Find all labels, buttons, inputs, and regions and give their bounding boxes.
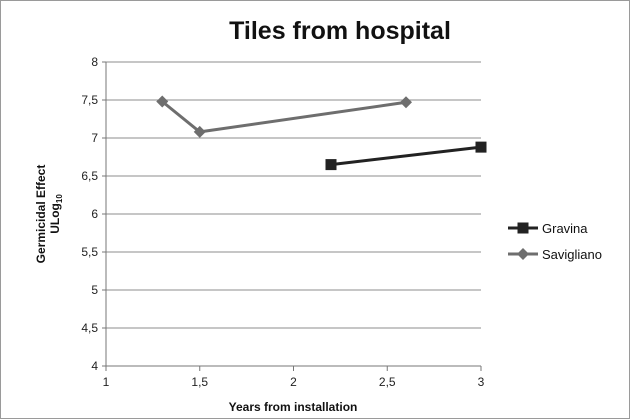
data-point-gravina bbox=[476, 142, 487, 153]
x-axis-label: Years from installation bbox=[229, 400, 358, 414]
legend: Gravina Savigliano bbox=[508, 221, 602, 262]
x-tick-label: 1 bbox=[103, 375, 110, 389]
chart-title: Tiles from hospital bbox=[229, 17, 451, 45]
y-tick-label: 4 bbox=[91, 359, 98, 373]
x-tick-label: 3 bbox=[478, 375, 485, 389]
x-tick-label: 1,5 bbox=[191, 375, 208, 389]
y-tick-label: 5 bbox=[91, 283, 98, 297]
y-tick-label: 8 bbox=[91, 55, 98, 69]
legend-swatch-marker bbox=[518, 223, 529, 234]
y-tick-label: 6 bbox=[91, 207, 98, 221]
data-series bbox=[156, 96, 486, 171]
y-tick-label: 7,5 bbox=[81, 93, 98, 107]
x-tick-labels: 1 1,5 2 2,5 3 bbox=[103, 375, 485, 389]
y-tick-label: 6,5 bbox=[81, 169, 98, 183]
y-axis-label-unit-subscript: 10 bbox=[55, 194, 64, 203]
series-line-gravina bbox=[331, 147, 481, 164]
y-tick-label: 7 bbox=[91, 131, 98, 145]
legend-swatch-marker bbox=[517, 248, 529, 260]
gridlines bbox=[106, 62, 481, 366]
y-axis-label-units: ULog10 bbox=[48, 194, 64, 234]
x-tick-label: 2,5 bbox=[379, 375, 396, 389]
legend-item-gravina: Gravina bbox=[508, 221, 588, 236]
x-tick-label: 2 bbox=[290, 375, 297, 389]
axes bbox=[102, 62, 481, 371]
legend-item-savigliano: Savigliano bbox=[508, 247, 602, 262]
y-tick-label: 5,5 bbox=[81, 245, 98, 259]
data-point-gravina bbox=[326, 159, 337, 170]
legend-label: Savigliano bbox=[542, 247, 602, 262]
y-axis-label-unit-base: ULog bbox=[48, 203, 62, 234]
y-axis-label-line1: Germicidal Effect bbox=[34, 165, 48, 264]
series-gravina bbox=[326, 142, 487, 170]
y-tick-labels: 4 4,5 5 5,5 6 6,5 7 7,5 8 bbox=[81, 55, 98, 373]
y-tick-label: 4,5 bbox=[81, 321, 98, 335]
data-point-savigliano bbox=[400, 96, 412, 108]
series-savigliano bbox=[156, 96, 412, 138]
y-axis-label: Germicidal Effect bbox=[34, 165, 48, 264]
legend-label: Gravina bbox=[542, 221, 588, 236]
